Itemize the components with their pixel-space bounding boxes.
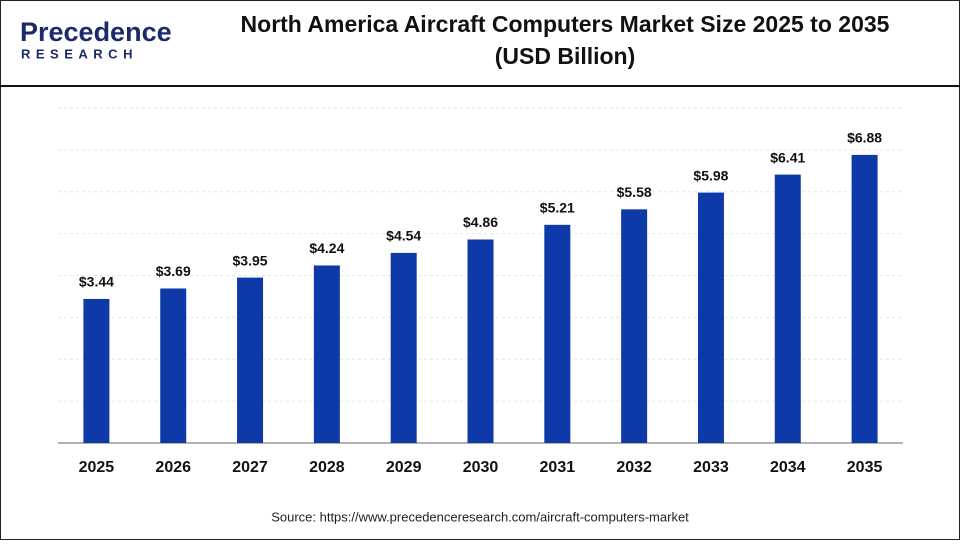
source-note: Source: https://www.precedenceresearch.c… <box>271 509 689 524</box>
x-tick-label: 2026 <box>155 459 191 476</box>
bar <box>160 288 187 443</box>
logo-tagline: RESEARCH <box>21 46 138 61</box>
logo-name: Precedence <box>20 17 172 47</box>
bar <box>621 209 648 443</box>
chart-title: North America Aircraft Computers Market … <box>241 11 890 37</box>
bar <box>83 298 110 443</box>
value-label: $4.24 <box>309 240 344 256</box>
value-label: $4.86 <box>463 214 498 230</box>
bar <box>467 239 494 443</box>
bar <box>544 224 571 443</box>
value-label: $3.95 <box>233 252 268 268</box>
bar <box>390 252 417 443</box>
x-tick-label: 2028 <box>309 459 345 476</box>
value-label: $5.98 <box>693 167 728 183</box>
x-tick-label: 2025 <box>79 459 115 476</box>
x-tick-label: 2033 <box>693 459 729 476</box>
value-label: $3.44 <box>79 274 114 290</box>
bar <box>313 265 340 443</box>
value-label: $5.58 <box>617 184 652 200</box>
x-tick-label: 2031 <box>540 459 576 476</box>
x-tick-label: 2029 <box>386 459 422 476</box>
bar <box>697 192 724 443</box>
x-tick-label: 2032 <box>616 459 652 476</box>
value-label: $6.41 <box>770 149 805 165</box>
chart-subtitle: (USD Billion) <box>495 43 636 69</box>
value-label: $5.21 <box>540 200 575 216</box>
value-label: $3.69 <box>156 263 191 279</box>
x-tick-label: 2035 <box>847 459 883 476</box>
x-tick-label: 2030 <box>463 459 499 476</box>
bar <box>237 277 264 443</box>
bar <box>774 174 801 444</box>
x-tick-label: 2027 <box>232 459 268 476</box>
value-label: $4.54 <box>386 228 421 244</box>
value-label: $6.88 <box>847 130 882 146</box>
x-tick-label: 2034 <box>770 459 806 476</box>
bar <box>851 154 878 443</box>
